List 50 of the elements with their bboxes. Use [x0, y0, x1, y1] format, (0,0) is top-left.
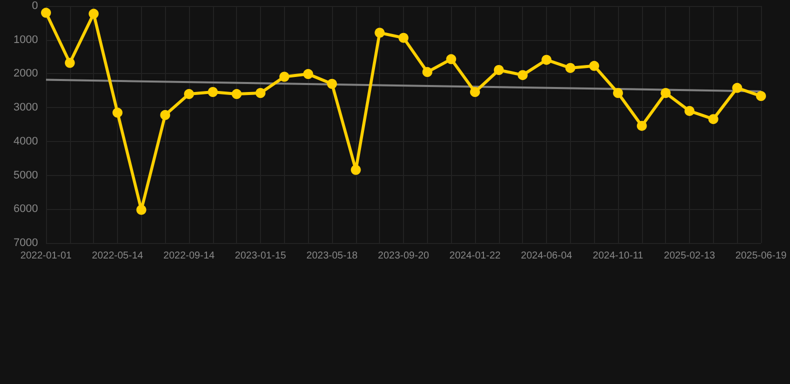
- point: [494, 64, 504, 75]
- point: [112, 108, 122, 118]
- x-tick-label: 2022-01-01: [20, 250, 72, 262]
- point: [422, 67, 432, 78]
- point: [232, 89, 242, 100]
- y-tick-label: 4000: [14, 135, 38, 148]
- x-tick-label: 2024-06-04: [520, 250, 573, 262]
- y-tick-label: 1000: [14, 34, 38, 46]
- point: [41, 8, 51, 18]
- y-tick-label: 7000: [14, 237, 38, 249]
- point: [636, 120, 647, 131]
- point: [756, 91, 766, 102]
- point: [518, 70, 528, 80]
- point: [64, 58, 75, 68]
- y-tick-label: 3000: [14, 102, 38, 114]
- y-tick-label: 2000: [14, 68, 38, 80]
- y-tick-label: 5000: [14, 169, 38, 182]
- point: [303, 69, 314, 80]
- x-tick-label: 2022-05-14: [92, 250, 144, 262]
- x-tick-label: 2025-02-13: [664, 250, 716, 262]
- point: [279, 72, 290, 82]
- point: [398, 32, 408, 43]
- point: [589, 60, 600, 71]
- point: [732, 82, 742, 93]
- point: [327, 78, 337, 89]
- point: [542, 54, 552, 65]
- point: [136, 204, 146, 215]
- x-tick-label: 2022-09-14: [163, 250, 216, 262]
- x-tick-label: 2023-05-18: [306, 250, 358, 262]
- point: [708, 114, 718, 124]
- point: [565, 62, 576, 73]
- point: [613, 88, 623, 98]
- point: [374, 28, 385, 38]
- point: [470, 87, 480, 97]
- point: [446, 54, 456, 64]
- point: [350, 164, 361, 175]
- point: [160, 110, 170, 120]
- point: [256, 88, 266, 98]
- point: [208, 87, 218, 97]
- x-tick-label: 2025-06-19: [735, 250, 788, 262]
- x-tick-label: 2024-01-22: [449, 250, 502, 262]
- point: [88, 8, 99, 19]
- point: [684, 106, 694, 116]
- y-tick-label: 6000: [14, 203, 38, 216]
- x-tick-label: 2023-01-15: [234, 250, 287, 262]
- x-tick-label: 2023-09-20: [378, 250, 430, 262]
- x-tick-label: 2024-10-11: [592, 250, 644, 262]
- point: [660, 88, 671, 98]
- y-tick-label: 0: [32, 0, 38, 12]
- point: [184, 89, 194, 100]
